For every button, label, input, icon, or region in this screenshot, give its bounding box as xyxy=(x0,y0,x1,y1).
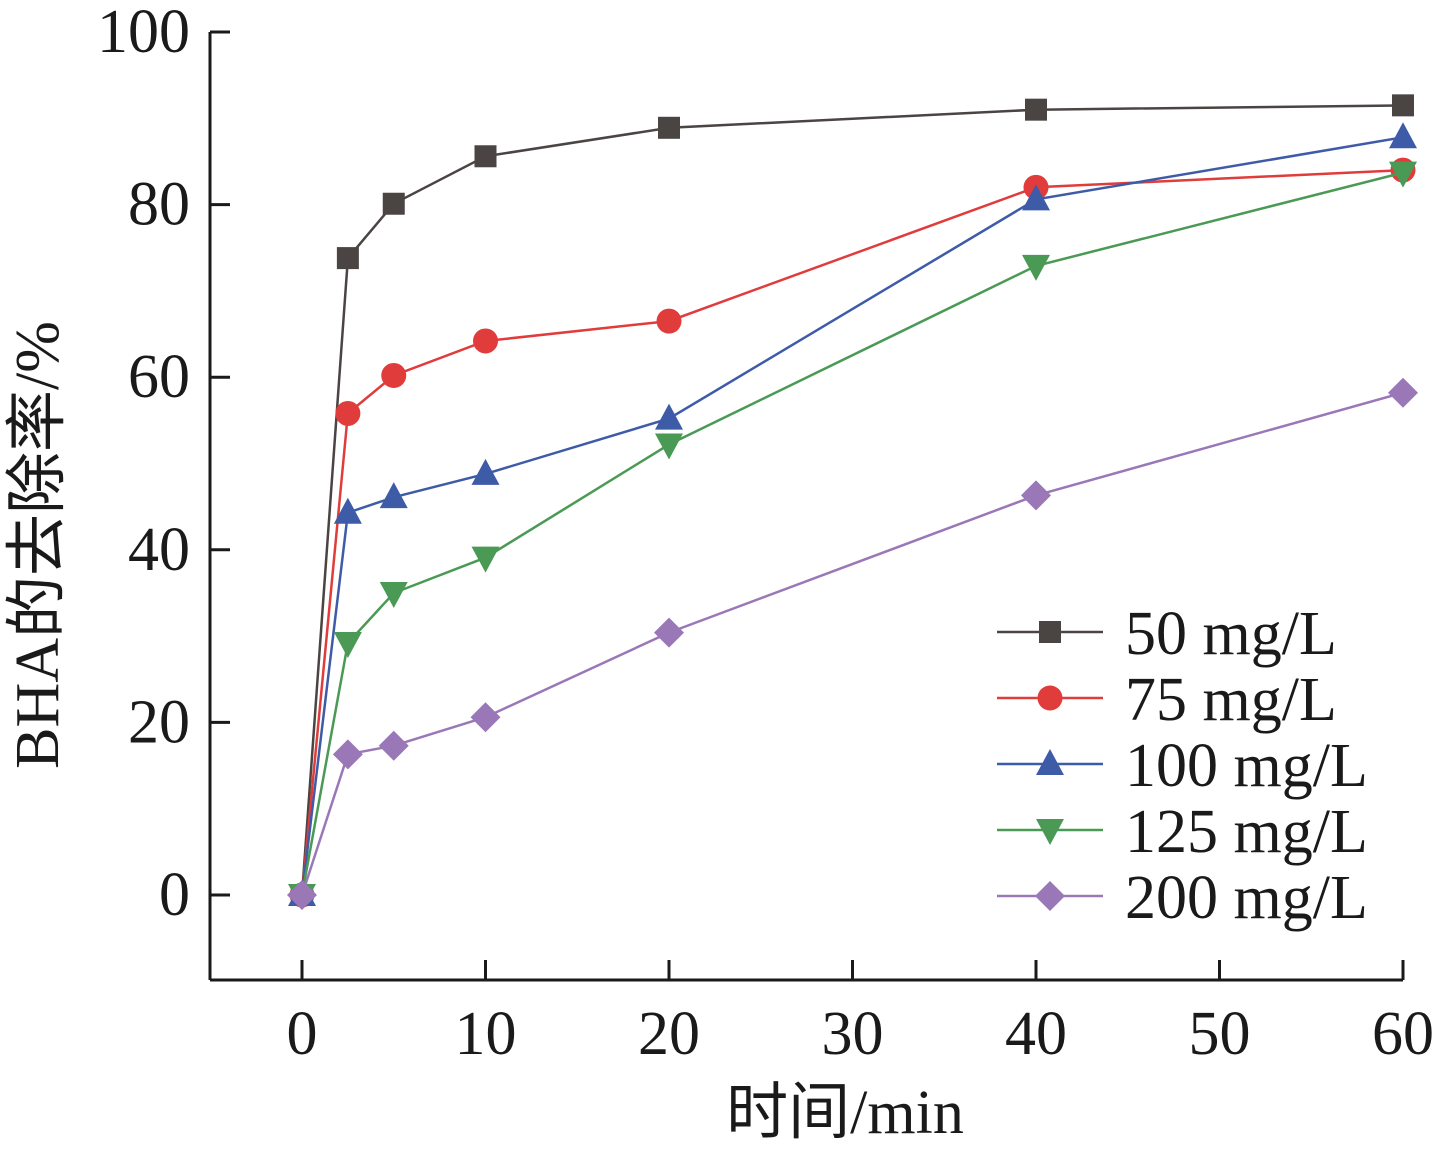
data-point xyxy=(1389,161,1417,188)
y-tick-label: 20 xyxy=(128,688,190,756)
data-point xyxy=(379,482,408,509)
legend-label: 50 mg/L xyxy=(1125,600,1337,668)
data-point xyxy=(655,433,683,460)
legend-marker xyxy=(1039,621,1061,643)
series-200-mg-L xyxy=(287,377,1418,910)
data-point xyxy=(381,362,407,388)
data-point xyxy=(287,880,317,910)
x-tick-label: 30 xyxy=(822,1000,884,1068)
legend-item: 50 mg/L xyxy=(997,600,1337,668)
data-point xyxy=(471,546,500,573)
data-point xyxy=(658,116,680,139)
legend-item: 75 mg/L xyxy=(997,666,1337,734)
legend-item: 100 mg/L xyxy=(997,732,1368,800)
data-point xyxy=(1022,184,1050,211)
data-point xyxy=(1392,94,1414,117)
data-point xyxy=(471,458,500,485)
data-point xyxy=(656,308,682,334)
legend-marker xyxy=(1037,685,1063,711)
x-tick-label: 40 xyxy=(1005,1000,1067,1068)
legend-marker xyxy=(1035,881,1065,911)
y-tick-label: 60 xyxy=(128,343,190,411)
data-point xyxy=(333,497,362,524)
x-axis-title: 时间/min xyxy=(726,1079,964,1147)
data-point xyxy=(1025,98,1047,121)
y-tick-label: 100 xyxy=(97,0,190,66)
data-point xyxy=(654,617,684,648)
data-point xyxy=(473,328,498,354)
x-tick-label: 0 xyxy=(287,1000,318,1068)
y-tick-label: 80 xyxy=(128,171,190,239)
series-layer xyxy=(287,94,1418,910)
legend-item: 125 mg/L xyxy=(997,798,1368,866)
x-tick-label: 50 xyxy=(1189,1000,1251,1068)
data-point xyxy=(1022,254,1050,281)
data-point xyxy=(382,192,405,215)
data-point xyxy=(332,739,363,770)
y-tick-label: 40 xyxy=(128,516,190,584)
data-point xyxy=(333,632,362,659)
y-axis-title: BHA的去除率/% xyxy=(4,321,72,769)
x-tick-label: 60 xyxy=(1372,1000,1434,1068)
y-tick-label: 0 xyxy=(159,861,190,929)
data-point xyxy=(379,581,408,608)
legend-label: 100 mg/L xyxy=(1125,732,1368,800)
legend-item: 200 mg/L xyxy=(997,864,1368,932)
data-point xyxy=(1388,377,1418,408)
x-tick-label: 10 xyxy=(455,1000,517,1068)
data-point xyxy=(336,247,359,270)
data-point xyxy=(378,730,409,761)
legend-label: 200 mg/L xyxy=(1125,864,1368,932)
data-point xyxy=(335,400,361,426)
legend-label: 125 mg/L xyxy=(1125,798,1368,866)
legend-label: 75 mg/L xyxy=(1125,666,1337,734)
data-point xyxy=(655,403,683,430)
x-tick-label: 20 xyxy=(638,1000,700,1068)
axes: 0 20 40 60 80 100 0 10 20 30 40 50 60 xyxy=(97,0,1434,1068)
legend-marker xyxy=(1036,819,1064,845)
data-point xyxy=(474,145,497,168)
series-100-mg-L xyxy=(288,122,1417,906)
data-point xyxy=(1389,122,1417,149)
data-point xyxy=(1021,480,1051,511)
legend-marker xyxy=(1036,749,1064,775)
data-point xyxy=(470,702,501,733)
